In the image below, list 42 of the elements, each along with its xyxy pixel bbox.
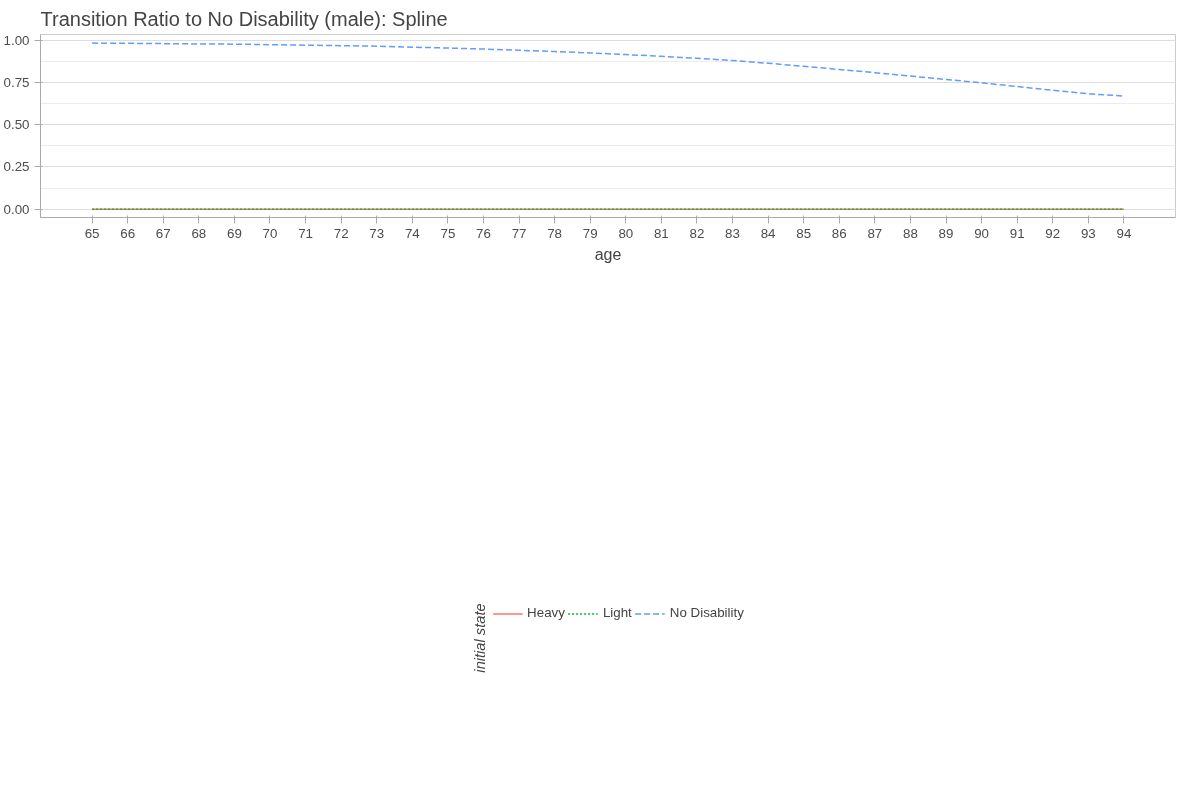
x-tick-label: 85 <box>796 225 812 241</box>
x-tick-label: 75 <box>440 225 456 241</box>
y-tick-label: 0.50 <box>3 117 30 133</box>
x-tick-label: 84 <box>760 225 777 241</box>
x-tick-label: 90 <box>974 225 990 241</box>
x-tick-label: 79 <box>582 225 598 241</box>
x-tick-label: 77 <box>511 225 527 241</box>
x-tick-label: 68 <box>191 225 207 241</box>
y-tick-label: 1.00 <box>3 32 30 48</box>
x-tick-label: 78 <box>547 225 563 241</box>
y-tick-label: 0.75 <box>3 74 30 90</box>
x-tick-label: 87 <box>867 225 883 241</box>
legend-label: No Disability <box>669 605 744 621</box>
x-tick-label: 80 <box>618 225 634 241</box>
x-tick-label: 74 <box>404 225 421 241</box>
x-tick-label: 91 <box>1009 225 1025 241</box>
x-axis-title: age <box>594 245 622 263</box>
x-tick-label: 73 <box>369 225 385 241</box>
x-tick-label: 71 <box>298 225 313 241</box>
x-tick-label: 93 <box>1080 225 1096 241</box>
y-tick-label: 0.00 <box>3 201 30 217</box>
x-tick-label: 67 <box>155 225 171 241</box>
legend-title: initial state <box>471 603 488 673</box>
x-tick-label: 70 <box>262 225 278 241</box>
x-tick-label: 92 <box>1045 225 1061 241</box>
chart-title: Transition Ratio to No Disability (male): Spline <box>40 7 448 30</box>
x-tick-label: 88 <box>903 225 918 241</box>
x-tick-label: 65 <box>84 225 100 241</box>
x-tick-label: 94 <box>1116 225 1132 241</box>
x-tick-label: 76 <box>476 225 491 241</box>
legend-label: Light <box>602 605 632 621</box>
x-tick-label: 72 <box>333 225 349 241</box>
x-tick-label: 81 <box>653 225 669 241</box>
x-tick-label: 89 <box>938 225 954 241</box>
x-tick-label: 83 <box>725 225 740 241</box>
x-tick-label: 86 <box>831 225 847 241</box>
x-tick-label: 66 <box>120 225 136 241</box>
y-tick-label: 0.25 <box>3 159 30 175</box>
line-series <box>91 42 1125 97</box>
x-tick-label: 69 <box>227 225 242 241</box>
legend-label: Heavy <box>527 605 565 621</box>
x-tick-label: 82 <box>689 225 705 241</box>
